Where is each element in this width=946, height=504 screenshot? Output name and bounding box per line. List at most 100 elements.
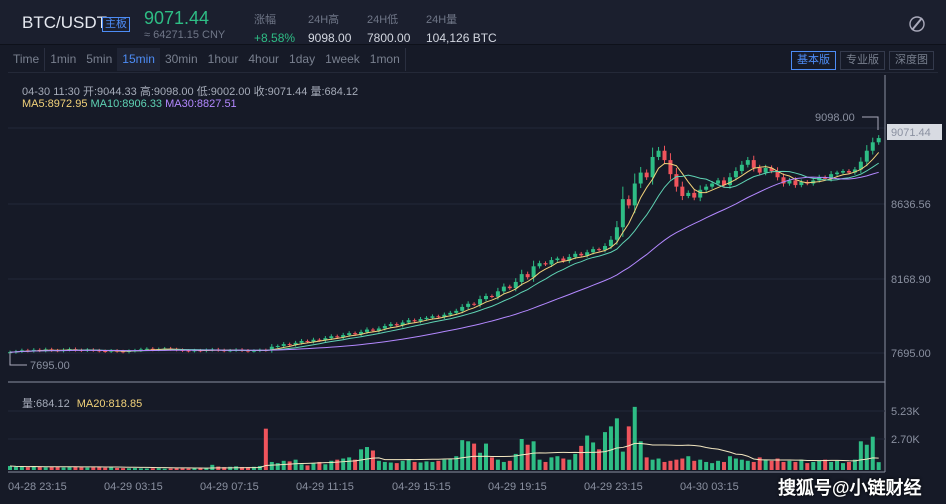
tab-time[interactable]: Time bbox=[8, 48, 46, 71]
price-tick-label: 8636.56 bbox=[891, 199, 931, 211]
stat-low: 24H低 7800.00 bbox=[367, 11, 410, 45]
volume-bar bbox=[793, 461, 798, 470]
candle-body bbox=[192, 350, 197, 352]
volume-bar bbox=[25, 467, 30, 470]
volume-bar bbox=[376, 460, 381, 470]
volume-bar bbox=[769, 460, 774, 470]
stat-value: 104,126 BTC bbox=[426, 31, 497, 45]
pro-view-button[interactable]: 专业版 bbox=[840, 51, 885, 70]
volume-bar bbox=[823, 459, 828, 470]
volume-legend: 量:684.12 MA20:818.85 bbox=[22, 395, 142, 411]
candle-body bbox=[733, 171, 738, 178]
volume-bar bbox=[454, 456, 459, 470]
last-price: 9071.44 bbox=[144, 8, 210, 28]
basic-view-button[interactable]: 基本版 bbox=[791, 51, 836, 70]
stat-label: 24H低 bbox=[367, 14, 399, 26]
volume-bar bbox=[835, 460, 840, 470]
volume-value: 量:684.12 bbox=[22, 398, 70, 410]
candle-body bbox=[299, 340, 304, 343]
volume-bar bbox=[751, 461, 756, 470]
high-marker bbox=[862, 116, 879, 130]
candle-body bbox=[424, 317, 429, 320]
volume-bar bbox=[525, 444, 530, 470]
volume-bar bbox=[210, 464, 215, 470]
tab-4hour[interactable]: 4hour bbox=[248, 52, 280, 66]
candle-body bbox=[608, 239, 613, 247]
low-price-label: 7695.00 bbox=[30, 360, 70, 372]
volume-bar bbox=[513, 453, 518, 470]
volume-bar bbox=[192, 468, 197, 470]
volume-bar bbox=[650, 459, 655, 470]
tab-1week[interactable]: 1week bbox=[325, 52, 360, 66]
volume-bar bbox=[287, 461, 292, 470]
volume-bar bbox=[710, 463, 715, 470]
tab-15min[interactable]: 15min bbox=[117, 48, 160, 71]
volume-bar bbox=[561, 458, 566, 470]
volume-bar bbox=[275, 463, 280, 470]
volume-bar bbox=[638, 441, 643, 470]
volume-tick-label: 5.23K bbox=[891, 406, 920, 418]
tab-1hour[interactable]: 1hour bbox=[207, 52, 239, 66]
candle-body bbox=[603, 246, 607, 250]
ma30-value: MA30:8827.51 bbox=[165, 98, 237, 110]
stat-label: 涨幅 bbox=[254, 14, 276, 26]
candle-body bbox=[121, 351, 126, 353]
volume-bar bbox=[466, 441, 471, 470]
volume-bar bbox=[257, 465, 262, 470]
time-label: 04-29 11:15 bbox=[296, 481, 354, 493]
candle-body bbox=[269, 346, 274, 351]
candle-body bbox=[501, 286, 506, 292]
volume-bar bbox=[31, 466, 36, 470]
candle-body bbox=[781, 177, 786, 184]
candle-body bbox=[686, 192, 691, 197]
candle-body bbox=[144, 348, 149, 350]
candle-body bbox=[305, 340, 310, 342]
theme-brush-icon[interactable] bbox=[908, 15, 926, 33]
candle-body bbox=[495, 291, 500, 297]
volume-bar bbox=[722, 461, 726, 470]
volume-bar bbox=[805, 463, 810, 470]
candle-body bbox=[388, 324, 393, 326]
candle-body bbox=[317, 339, 322, 341]
candle-body bbox=[739, 164, 744, 172]
ma30-line bbox=[9, 171, 879, 353]
candle-body bbox=[852, 169, 857, 173]
candle-body bbox=[763, 167, 768, 173]
volume-bar bbox=[704, 461, 709, 470]
candle-body bbox=[376, 328, 381, 331]
volume-bar bbox=[531, 441, 536, 470]
volume-bar bbox=[73, 466, 78, 470]
volume-bar bbox=[43, 467, 48, 470]
volume-bar bbox=[757, 457, 762, 470]
volume-bar bbox=[763, 459, 768, 470]
tab-1min[interactable]: 1min bbox=[50, 52, 77, 66]
volume-bar bbox=[567, 459, 572, 470]
tab-1mon[interactable]: 1mon bbox=[369, 52, 400, 66]
tab-1day[interactable]: 1day bbox=[289, 52, 316, 66]
volume-bar bbox=[370, 450, 375, 470]
volume-bar bbox=[388, 462, 393, 470]
time-label: 04-30 03:15 bbox=[680, 481, 739, 493]
volume-bar bbox=[668, 460, 673, 470]
candle-body bbox=[549, 260, 554, 265]
candle-body bbox=[751, 160, 756, 168]
volume-bar bbox=[537, 459, 542, 470]
tab-5min[interactable]: 5min bbox=[86, 52, 113, 66]
volume-bar bbox=[204, 467, 209, 470]
depth-chart-button[interactable]: 深度图 bbox=[889, 51, 934, 70]
volume-bar bbox=[180, 468, 185, 470]
volume-bar bbox=[614, 418, 619, 470]
volume-bar bbox=[775, 458, 780, 470]
candle-body bbox=[275, 345, 280, 347]
volume-bar bbox=[656, 458, 661, 470]
candle-body bbox=[769, 167, 774, 172]
candle-body bbox=[650, 156, 655, 178]
candle-body bbox=[412, 320, 417, 322]
candle-body bbox=[620, 199, 625, 228]
candle-body bbox=[555, 258, 560, 261]
cny-price: ≈ 64271.15 CNY bbox=[144, 29, 226, 41]
volume-bar bbox=[680, 458, 685, 470]
tab-30min[interactable]: 30min bbox=[164, 52, 198, 66]
candle-body bbox=[341, 335, 346, 338]
